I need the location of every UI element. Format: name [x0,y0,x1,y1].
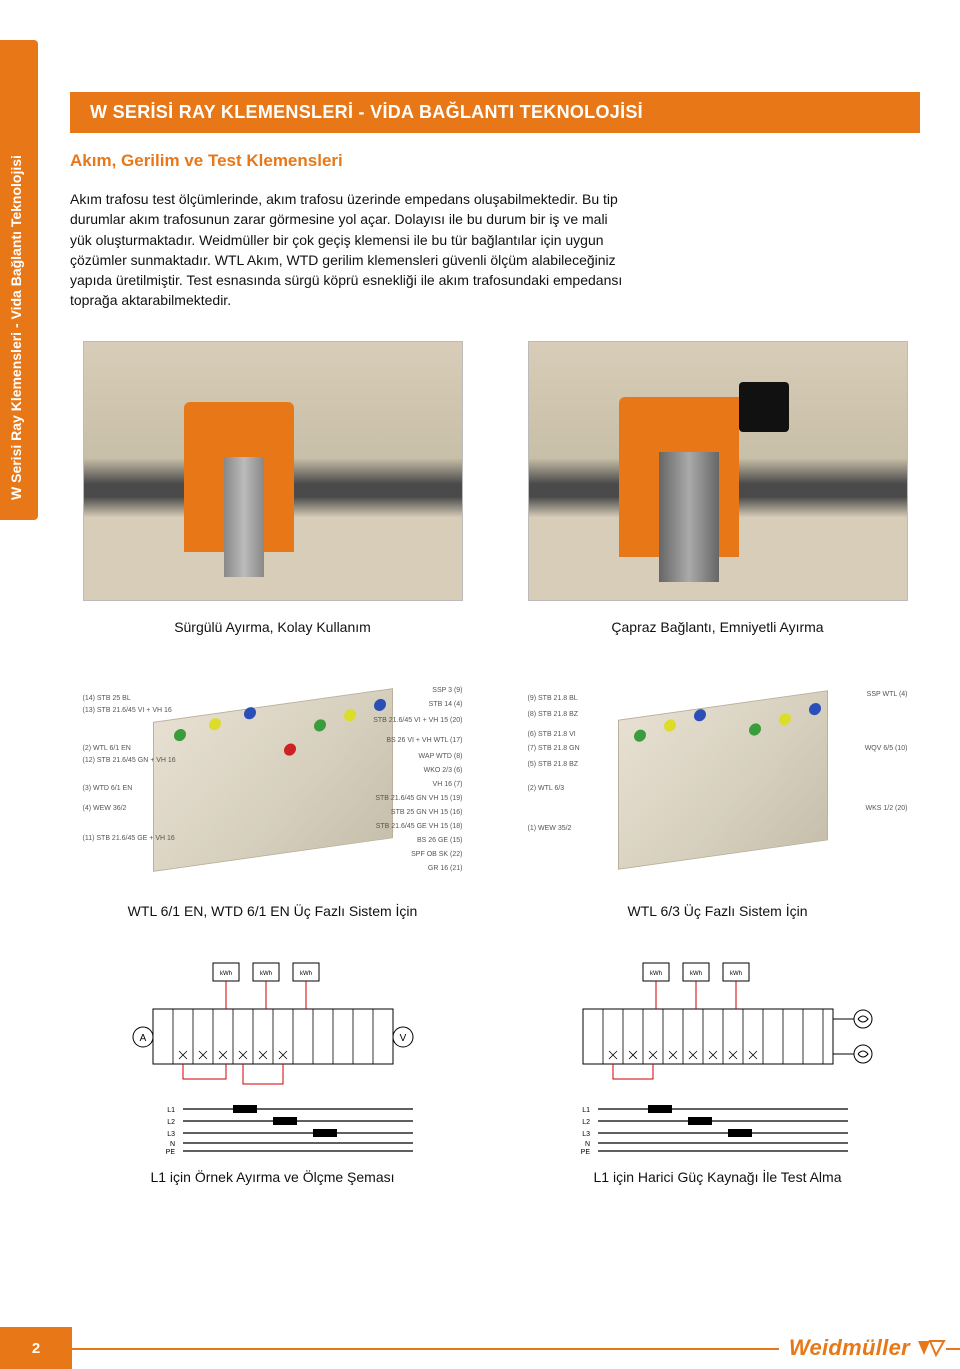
page-content: W SERİSİ RAY KLEMENSLERİ - VİDA BAĞLANTI… [70,0,920,1185]
brand: Weidmüller [779,1335,946,1361]
diagram-col-left: (14) STB 25 BL (13) STB 21.6/45 VI + VH … [70,675,475,919]
callout-label: WAP WTD (8) [419,753,463,760]
callout-label: (3) WTD 6/1 EN [83,785,133,792]
callout-label: BS 26 GE (15) [417,837,463,844]
meter-label: kWh [690,971,702,977]
photo-caption-left: Sürgülü Ayırma, Kolay Kullanım [174,619,371,635]
callout-label: STB 25 GN VH 15 (16) [391,809,463,816]
schematic-col-right: kWh kWh kWh [515,959,920,1185]
test-plug-green [634,729,646,743]
phase-label: PE [580,1149,590,1156]
callout-label: (4) WEW 36/2 [83,805,127,812]
callout-label: (7) STB 21.8 GN [528,745,580,752]
page-number: 2 [0,1327,72,1369]
test-plug-green [749,722,761,736]
callout-label: SSP WTL (4) [867,691,908,698]
phase-label: L2 [582,1119,590,1126]
test-plug-yellow [779,712,791,726]
photo-conductor [224,457,264,577]
callout-label: (1) WEW 35/2 [528,825,572,832]
phase-label: L2 [167,1119,175,1126]
terminal-v-label: V [399,1033,406,1044]
product-photo-cross-connect [528,341,908,601]
body-paragraph: Akım trafosu test ölçümlerinde, akım tra… [70,189,630,311]
callout-label: SPF OB SK (22) [411,851,462,858]
meter-label: kWh [730,971,742,977]
callout-label: STB 14 (4) [429,701,463,708]
callout-label: (6) STB 21.8 VI [528,731,576,738]
diagram-caption-left: WTL 6/1 EN, WTD 6/1 EN Üç Fazlı Sistem İ… [128,903,418,919]
meter-label: kWh [650,971,662,977]
test-plug-blue [374,698,386,712]
callout-label: STB 21.6/45 GN VH 15 (19) [375,795,462,802]
callout-label: GR 16 (21) [428,865,463,872]
diagram-row: (14) STB 25 BL (13) STB 21.6/45 VI + VH … [70,675,920,919]
wiring-schematic-left: kWh kWh kWh [83,959,463,1159]
callout-label: (5) STB 21.8 BZ [528,761,579,768]
callout-label: STB 21.6/45 GE VH 15 (18) [376,823,463,830]
exploded-diagram-wtl63: (9) STB 21.8 BL (8) STB 21.8 BZ (6) STB … [528,675,908,885]
test-plug-green [174,728,186,742]
callout-label: BS 26 VI + VH WTL (17) [386,737,462,744]
title-bar: W SERİSİ RAY KLEMENSLERİ - VİDA BAĞLANTI… [70,92,920,133]
photo-black-tab [739,382,789,432]
meter-label: kWh [220,971,232,977]
callout-label: WKS 1/2 (20) [865,805,907,812]
schematic-row: kWh kWh kWh [70,959,920,1185]
phase-label: N [169,1141,174,1148]
subtitle: Akım, Gerilim ve Test Klemensleri [70,151,920,171]
callout-label: WKO 2/3 (6) [424,767,463,774]
product-photo-slide-disconnect [83,341,463,601]
meter-label: kWh [300,971,312,977]
test-plug-red [284,743,296,757]
photo-col-right: Çapraz Bağlantı, Emniyetli Ayırma [515,341,920,635]
callout-label: (8) STB 21.8 BZ [528,711,579,718]
callout-label: (13) STB 21.6/45 VI + VH 16 [83,707,172,714]
terminal-block-3d [153,688,393,872]
phase-label: L1 [167,1107,175,1114]
test-plug-blue [809,702,821,716]
test-plug-yellow [209,717,221,731]
terminal-a-label: A [139,1033,146,1044]
photo-conductor [659,452,719,582]
callout-label: (2) WTL 6/3 [528,785,565,792]
test-plug-blue [244,706,256,720]
footer-area: Weidmüller [72,1327,960,1369]
callout-label: (14) STB 25 BL [83,695,131,702]
callout-label: VH 16 (7) [433,781,463,788]
test-plug-yellow [344,708,356,722]
test-plug-yellow [664,718,676,732]
diagram-col-right: (9) STB 21.8 BL (8) STB 21.8 BZ (6) STB … [515,675,920,919]
brand-logo-icon [916,1337,946,1359]
callout-label: (2) WTL 6/1 EN [83,745,131,752]
phase-label: N [584,1141,589,1148]
schematic-caption-left: L1 için Örnek Ayırma ve Ölçme Şeması [150,1169,394,1185]
wiring-schematic-right: kWh kWh kWh [528,959,908,1159]
test-plug-blue [694,708,706,722]
phase-label: PE [165,1149,175,1156]
phase-label: L3 [582,1131,590,1138]
side-tab-text: W Serisi Ray Klemensleri - Vida Bağlantı… [8,40,24,500]
callout-label: (9) STB 21.8 BL [528,695,578,702]
page-footer: 2 Weidmüller [0,1327,960,1369]
side-tab: W Serisi Ray Klemensleri - Vida Bağlantı… [0,40,38,520]
diagram-caption-right: WTL 6/3 Üç Fazlı Sistem İçin [628,903,808,919]
meter-label: kWh [260,971,272,977]
photo-col-left: Sürgülü Ayırma, Kolay Kullanım [70,341,475,635]
photo-row: Sürgülü Ayırma, Kolay Kullanım Çapraz Ba… [70,341,920,635]
brand-text: Weidmüller [789,1335,910,1361]
test-plug-green [314,718,326,732]
schematic-caption-right: L1 için Harici Güç Kaynağı İle Test Alma [594,1169,842,1185]
callout-label: (11) STB 21.6/45 GE + VH 16 [83,835,175,842]
photo-caption-right: Çapraz Bağlantı, Emniyetli Ayırma [611,619,823,635]
callout-label: (12) STB 21.6/45 GN + VH 16 [83,757,176,764]
callout-label: WQV 6/5 (10) [865,745,908,752]
exploded-diagram-wtl61: (14) STB 25 BL (13) STB 21.6/45 VI + VH … [83,675,463,885]
phase-label: L3 [167,1131,175,1138]
terminal-block-3d [618,690,828,870]
phase-label: L1 [582,1107,590,1114]
callout-label: SSP 3 (9) [432,687,462,694]
schematic-col-left: kWh kWh kWh [70,959,475,1185]
callout-label: STB 21.6/45 VI + VH 15 (20) [373,717,462,724]
